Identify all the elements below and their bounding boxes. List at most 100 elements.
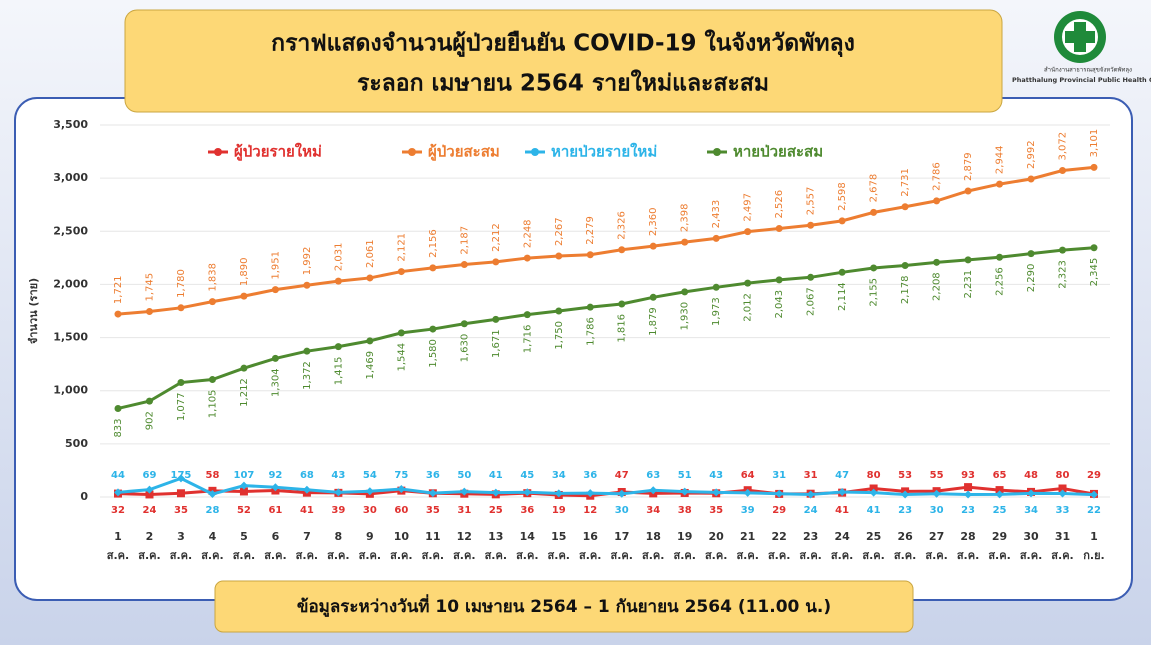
data-label: 64 xyxy=(741,470,755,481)
data-label: 12 xyxy=(583,505,597,516)
data-label: 47 xyxy=(615,470,629,481)
marker xyxy=(523,488,532,497)
marker xyxy=(964,490,973,499)
x-tick-label: 21 ส.ค. xyxy=(736,530,758,562)
marker xyxy=(523,311,531,319)
marker xyxy=(366,337,374,345)
logo-org-en: Phatthalung Provincial Public Health Off… xyxy=(1012,76,1151,84)
marker xyxy=(775,225,783,233)
data-label: 1,721 xyxy=(113,275,124,304)
data-label: 1,580 xyxy=(428,339,439,368)
data-label: 65 xyxy=(993,470,1007,481)
legend-label: ผู้ป่วยรายใหม่ xyxy=(234,143,322,162)
data-label: 36 xyxy=(426,470,440,481)
data-label: 1,671 xyxy=(491,329,502,358)
marker xyxy=(838,268,846,276)
data-label: 68 xyxy=(300,470,314,481)
data-label: 2,067 xyxy=(806,287,817,316)
marker xyxy=(1090,490,1098,499)
data-label: 2,557 xyxy=(806,187,817,216)
marker xyxy=(145,397,153,405)
marker xyxy=(460,320,468,328)
marker xyxy=(901,490,910,499)
data-label: 24 xyxy=(143,505,157,516)
data-label: 25 xyxy=(993,505,1007,516)
data-label: 44 xyxy=(111,470,125,481)
x-tick-label: 17 ส.ค. xyxy=(611,530,633,562)
data-label: 25 xyxy=(489,505,503,516)
y-tick-label: 1,500 xyxy=(53,331,88,344)
marker xyxy=(271,483,280,492)
data-label: 43 xyxy=(709,470,723,481)
series-line xyxy=(117,246,1095,410)
marker xyxy=(744,228,752,236)
marker xyxy=(870,208,878,216)
x-tick-label: 5 ส.ค. xyxy=(233,530,255,562)
data-label: 52 xyxy=(237,505,251,516)
data-label: 1,973 xyxy=(711,297,722,326)
data-label: 36 xyxy=(520,505,534,516)
data-label: 29 xyxy=(1087,470,1101,481)
data-label: 47 xyxy=(835,470,849,481)
data-label: 35 xyxy=(426,505,440,516)
legend-marker xyxy=(408,148,416,156)
data-label: 19 xyxy=(552,505,566,516)
x-tick-label: 31 ส.ค. xyxy=(1051,530,1073,562)
data-label: 2,114 xyxy=(837,282,848,311)
data-label: 30 xyxy=(363,505,377,516)
data-label: 2,012 xyxy=(743,293,754,322)
data-label: 1,780 xyxy=(176,269,187,298)
marker xyxy=(869,488,878,497)
x-tick-label: 30 ส.ค. xyxy=(1020,530,1042,562)
data-label: 39 xyxy=(741,505,755,516)
data-label: 2,323 xyxy=(1058,260,1069,289)
data-label: 1,304 xyxy=(270,368,281,397)
data-label: 1,951 xyxy=(270,251,281,280)
marker xyxy=(964,187,972,195)
marker xyxy=(586,303,594,311)
data-label: 1,372 xyxy=(302,361,313,390)
data-label: 61 xyxy=(268,505,282,516)
data-label: 54 xyxy=(363,470,377,481)
data-label: 1,786 xyxy=(585,317,596,346)
data-label: 41 xyxy=(300,505,314,516)
marker xyxy=(177,304,185,312)
data-label: 2,326 xyxy=(617,211,628,240)
marker xyxy=(712,283,720,291)
data-label: 2,256 xyxy=(995,267,1006,296)
logo-org-th: สำนักงานสาธารณสุขจังหวัดพัทลุง xyxy=(1044,67,1132,74)
data-label: 33 xyxy=(1056,505,1070,516)
marker xyxy=(964,256,972,264)
marker xyxy=(933,258,941,266)
data-label: 2,992 xyxy=(1026,140,1037,169)
data-label: 34 xyxy=(1024,505,1038,516)
marker xyxy=(712,234,720,242)
x-tick-label: 24 ส.ค. xyxy=(831,530,853,562)
marker xyxy=(680,487,689,496)
marker xyxy=(744,279,752,287)
marker xyxy=(303,347,311,355)
data-label: 2,178 xyxy=(900,276,911,305)
logo-emblem xyxy=(1065,31,1095,43)
x-tick-label: 12 ส.ค. xyxy=(453,530,475,562)
chart-title: กราฟแสดงจำนวนผู้ป่วยยืนยัน COVID-19 ในจั… xyxy=(271,29,855,58)
marker xyxy=(996,180,1004,188)
data-label: 35 xyxy=(709,505,723,516)
data-label: 2,231 xyxy=(963,270,974,299)
note-box xyxy=(214,580,914,633)
marker xyxy=(303,281,311,289)
data-label: 2,121 xyxy=(396,233,407,262)
marker xyxy=(1058,484,1067,493)
marker xyxy=(1059,246,1067,254)
data-label: 1,992 xyxy=(302,247,313,276)
data-label: 23 xyxy=(898,505,912,516)
data-label: 2,879 xyxy=(963,152,974,181)
marker xyxy=(114,488,122,497)
marker xyxy=(302,485,311,494)
data-label: 55 xyxy=(930,470,944,481)
data-label: 902 xyxy=(144,411,155,430)
x-tick-label: 2 ส.ค. xyxy=(138,530,160,562)
data-label: 24 xyxy=(804,505,818,516)
marker xyxy=(240,292,248,300)
data-label: 3,101 xyxy=(1089,129,1100,158)
